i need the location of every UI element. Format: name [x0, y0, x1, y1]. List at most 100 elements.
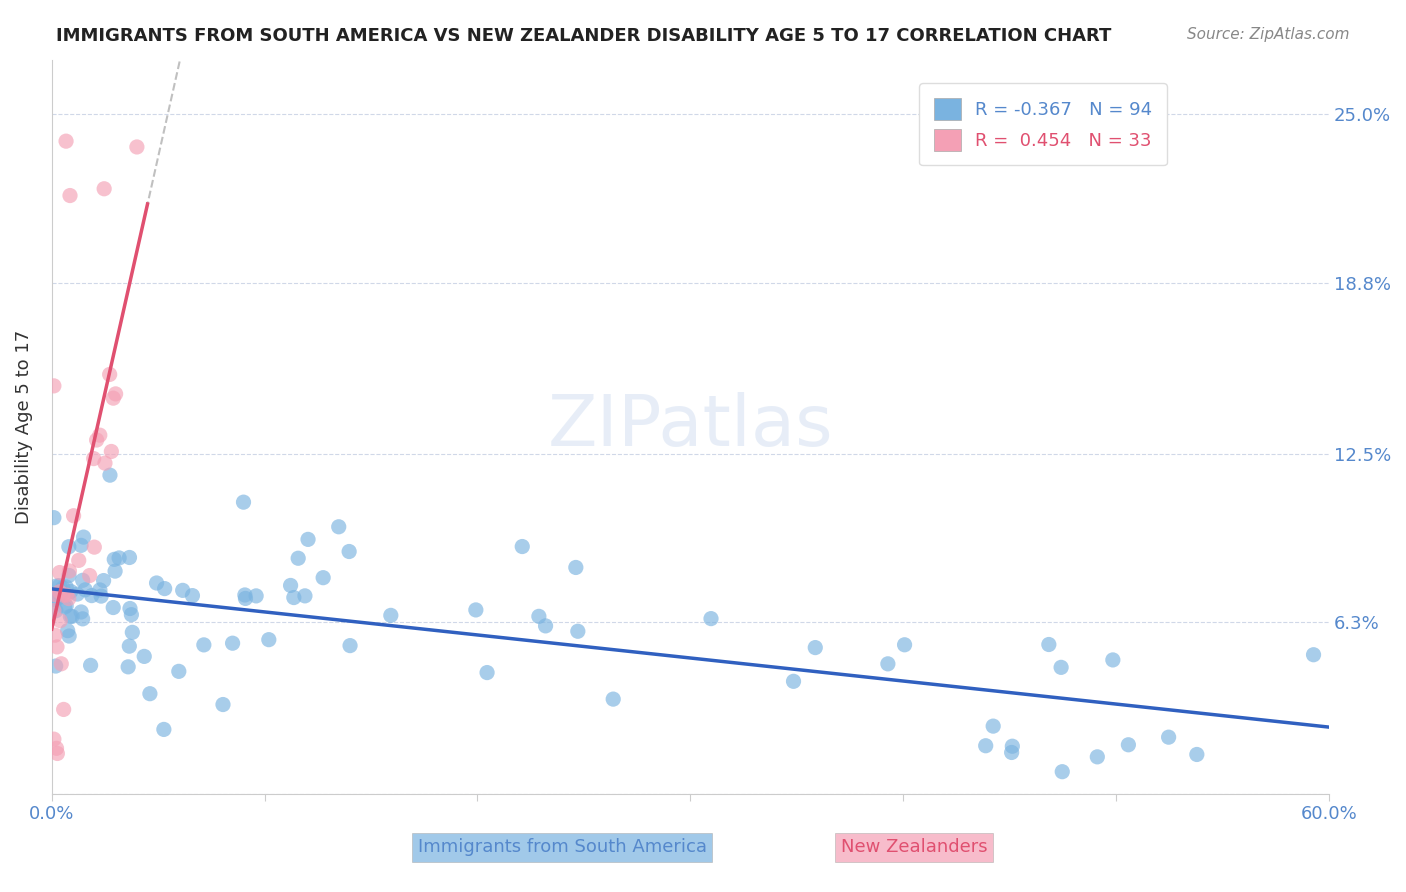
Point — [134, 649, 156, 664]
Point — [44, 592, 66, 607]
Point — [1157, 730, 1180, 744]
Point — [42, 732, 65, 747]
Text: ZIPatlas: ZIPatlas — [547, 392, 834, 461]
Point — [981, 719, 1004, 733]
Point — [100, 444, 122, 458]
Point — [104, 387, 127, 401]
Text: Source: ZipAtlas.com: Source: ZipAtlas.com — [1187, 27, 1350, 42]
Y-axis label: Disability Age 5 to 17: Disability Age 5 to 17 — [15, 329, 32, 524]
Point — [49, 614, 72, 628]
Point — [79, 658, 101, 673]
Point — [1101, 653, 1123, 667]
Point — [66, 587, 89, 601]
Point — [45, 741, 67, 756]
Point — [89, 428, 111, 442]
Text: Immigrants from South America: Immigrants from South America — [418, 838, 707, 856]
Point — [328, 520, 350, 534]
Point — [80, 589, 103, 603]
Point — [42, 379, 65, 393]
Point — [117, 660, 139, 674]
Point — [172, 583, 194, 598]
Text: IMMIGRANTS FROM SOUTH AMERICA VS NEW ZEALANDER DISABILITY AGE 5 TO 17 CORRELATIO: IMMIGRANTS FROM SOUTH AMERICA VS NEW ZEA… — [56, 27, 1112, 45]
Point — [181, 589, 204, 603]
Point — [55, 599, 77, 613]
Point — [70, 538, 93, 552]
Point — [72, 612, 94, 626]
Point — [339, 639, 361, 653]
Point — [45, 579, 67, 593]
Point — [94, 456, 117, 470]
Point — [52, 581, 75, 595]
Point — [1001, 746, 1024, 760]
Point — [42, 603, 65, 617]
Point — [139, 687, 162, 701]
Point — [55, 588, 77, 602]
Point — [98, 468, 121, 483]
Point — [58, 540, 80, 554]
Point — [53, 600, 76, 615]
Point — [120, 607, 142, 622]
Point — [1038, 638, 1060, 652]
Point — [93, 574, 115, 588]
Point — [565, 560, 588, 574]
Point — [118, 601, 141, 615]
Point — [510, 540, 533, 554]
Point — [75, 582, 97, 597]
Point — [72, 530, 94, 544]
Point — [44, 628, 66, 642]
Point — [1302, 648, 1324, 662]
Point — [235, 591, 257, 606]
Point — [232, 495, 254, 509]
Point — [98, 368, 121, 382]
Point — [45, 604, 67, 618]
Point — [58, 568, 80, 582]
Point — [46, 640, 69, 654]
Point — [52, 702, 75, 716]
Point — [782, 674, 804, 689]
Point — [280, 578, 302, 592]
Point — [118, 639, 141, 653]
Point — [70, 605, 93, 619]
Point — [93, 182, 115, 196]
Point — [83, 451, 105, 466]
Point — [48, 566, 70, 580]
Point — [86, 433, 108, 447]
Point — [464, 603, 486, 617]
Point — [62, 508, 84, 523]
Point — [475, 665, 498, 680]
Point — [90, 589, 112, 603]
Point — [312, 571, 335, 585]
Point — [42, 510, 65, 524]
Point — [44, 588, 66, 602]
Point — [45, 659, 67, 673]
Point — [83, 540, 105, 554]
Point — [59, 188, 82, 202]
Point — [46, 747, 69, 761]
Point — [60, 609, 83, 624]
Point — [59, 609, 82, 624]
Point — [567, 624, 589, 639]
Point — [337, 544, 360, 558]
Point — [167, 665, 190, 679]
Text: New Zealanders: New Zealanders — [841, 838, 987, 856]
Point — [153, 582, 176, 596]
Point — [108, 550, 131, 565]
Point — [1052, 764, 1074, 779]
Point — [145, 576, 167, 591]
Point — [121, 625, 143, 640]
Point — [876, 657, 898, 671]
Point — [52, 588, 75, 602]
Point — [1001, 739, 1024, 754]
Point — [602, 692, 624, 706]
Point — [46, 591, 69, 606]
Point — [72, 574, 94, 588]
Point — [125, 140, 148, 154]
Point — [893, 638, 915, 652]
Point — [700, 612, 723, 626]
Point — [49, 587, 72, 601]
Point — [1118, 738, 1140, 752]
Point — [55, 134, 77, 148]
Point — [380, 608, 402, 623]
Point — [56, 624, 79, 638]
Point — [221, 636, 243, 650]
